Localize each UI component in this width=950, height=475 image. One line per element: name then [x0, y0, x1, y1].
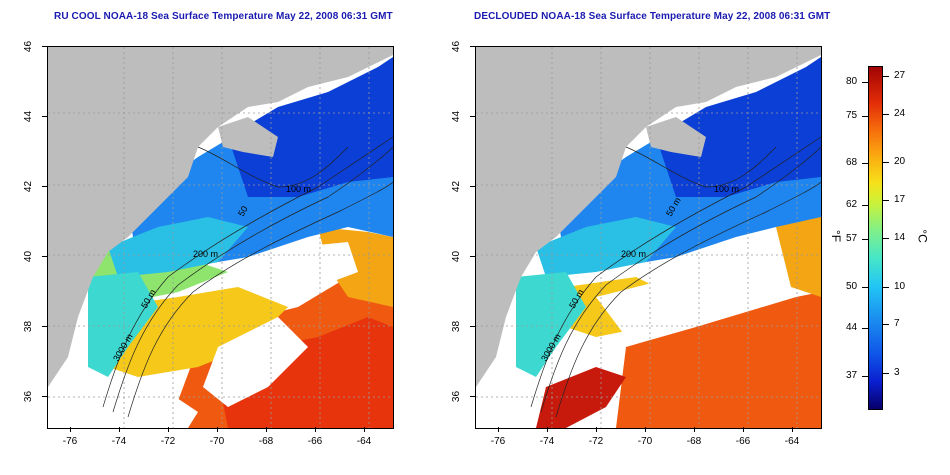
- x-tickmark: [315, 427, 316, 432]
- y-tickmark: [42, 396, 47, 397]
- celsius-tick-label: 20: [894, 156, 906, 167]
- right-contour-label: 200 m: [621, 249, 646, 259]
- fahrenheit-tick-label: 50: [846, 281, 858, 292]
- right-contour-label: 100 m: [714, 184, 739, 194]
- left-contour-label: 200 m: [193, 249, 218, 259]
- colorbar-tick: [883, 114, 889, 115]
- left-map-panel: 100 m 50 200 m 50 m 3000 m: [47, 46, 394, 429]
- x-tickmark: [694, 427, 695, 432]
- colorbar-tick: [883, 373, 889, 374]
- left-contour-label: 100 m: [286, 184, 311, 194]
- right-x-tick-label: -64: [784, 436, 800, 447]
- left-y-tick-label: 36: [23, 390, 35, 403]
- colorbar-tick: [862, 239, 868, 240]
- right-x-tick-label: -76: [490, 436, 506, 447]
- left-y-tick-label: 46: [23, 40, 35, 53]
- fahrenheit-tick-label: 75: [846, 110, 858, 121]
- y-tickmark: [470, 186, 475, 187]
- right-sst-map: 100 m 50 m 200 m 50 m 3000 m: [476, 47, 821, 428]
- fahrenheit-tick-label: 68: [846, 157, 858, 168]
- y-tickmark: [470, 46, 475, 47]
- left-y-tick-label: 44: [23, 110, 35, 123]
- x-tickmark: [547, 427, 548, 432]
- x-tickmark: [792, 427, 793, 432]
- left-x-tick-label: -64: [356, 436, 372, 447]
- left-y-tick-label: 40: [23, 250, 35, 263]
- colorbar-tick: [862, 328, 868, 329]
- y-tickmark: [42, 116, 47, 117]
- x-tickmark: [645, 427, 646, 432]
- colorbar-tick: [862, 287, 868, 288]
- colorbar-tick: [862, 376, 868, 377]
- left-x-tick-label: -68: [258, 436, 274, 447]
- left-contour-label: 50: [236, 204, 250, 218]
- left-y-tick-label: 38: [23, 320, 35, 333]
- y-tickmark: [470, 396, 475, 397]
- y-tickmark: [470, 256, 475, 257]
- colorbar-tick: [883, 238, 889, 239]
- left-panel-title: RU COOL NOAA-18 Sea Surface Temperature …: [54, 11, 393, 22]
- celsius-tick-label: 24: [894, 108, 906, 119]
- x-tickmark: [70, 427, 71, 432]
- x-tickmark: [119, 427, 120, 432]
- fahrenheit-tick-label: 44: [846, 322, 858, 333]
- y-tickmark: [42, 326, 47, 327]
- y-tickmark: [470, 116, 475, 117]
- celsius-tick-label: 14: [894, 232, 906, 243]
- left-sst-map: 100 m 50 200 m 50 m 3000 m: [48, 47, 393, 428]
- colorbar-tick: [883, 162, 889, 163]
- right-panel-title: DECLOUDED NOAA-18 Sea Surface Temperatur…: [474, 11, 831, 22]
- left-x-tick-label: -66: [307, 436, 323, 447]
- celsius-tick-label: 17: [894, 194, 906, 205]
- right-map-panel: 100 m 50 m 200 m 50 m 3000 m: [475, 46, 822, 429]
- left-y-tick-label: 42: [23, 180, 35, 193]
- left-x-tick-label: -72: [160, 436, 176, 447]
- y-tickmark: [42, 256, 47, 257]
- fahrenheit-tick-label: 80: [846, 76, 858, 87]
- x-tickmark: [596, 427, 597, 432]
- right-y-tick-label: 36: [451, 390, 463, 403]
- x-tickmark: [217, 427, 218, 432]
- x-tickmark: [168, 427, 169, 432]
- colorbar-tick: [862, 82, 868, 83]
- right-x-tick-label: -70: [637, 436, 653, 447]
- fahrenheit-tick-label: 62: [846, 199, 858, 210]
- colorbar-tick: [862, 205, 868, 206]
- left-x-tick-label: -76: [62, 436, 78, 447]
- colorbar-tick: [862, 116, 868, 117]
- left-x-tick-label: -74: [111, 436, 127, 447]
- left-x-tick-label: -70: [209, 436, 225, 447]
- fahrenheit-tick-label: 37: [846, 370, 858, 381]
- x-tickmark: [498, 427, 499, 432]
- colorbar-tick: [883, 324, 889, 325]
- colorbar-tick: [883, 287, 889, 288]
- temperature-colorbar: [868, 66, 883, 410]
- right-x-tick-label: -72: [588, 436, 604, 447]
- colorbar-tick: [862, 163, 868, 164]
- y-tickmark: [42, 46, 47, 47]
- right-x-tick-label: -74: [539, 436, 555, 447]
- right-y-tick-label: 42: [451, 180, 463, 193]
- colorbar-tick: [883, 76, 889, 77]
- celsius-tick-label: 3: [894, 367, 900, 378]
- celsius-tick-label: 27: [894, 70, 906, 81]
- celsius-unit-label: °C: [915, 229, 930, 243]
- right-x-tick-label: -66: [735, 436, 751, 447]
- y-tickmark: [470, 326, 475, 327]
- y-tickmark: [42, 186, 47, 187]
- right-y-tick-label: 46: [451, 40, 463, 53]
- x-tickmark: [743, 427, 744, 432]
- x-tickmark: [364, 427, 365, 432]
- x-tickmark: [266, 427, 267, 432]
- fahrenheit-tick-label: 57: [846, 233, 858, 244]
- celsius-tick-label: 7: [894, 318, 900, 329]
- right-y-tick-label: 40: [451, 250, 463, 263]
- right-y-tick-label: 38: [451, 320, 463, 333]
- right-y-tick-label: 44: [451, 110, 463, 123]
- colorbar-tick: [883, 200, 889, 201]
- right-x-tick-label: -68: [686, 436, 702, 447]
- celsius-tick-label: 10: [894, 281, 906, 292]
- fahrenheit-unit-label: °F: [829, 229, 844, 243]
